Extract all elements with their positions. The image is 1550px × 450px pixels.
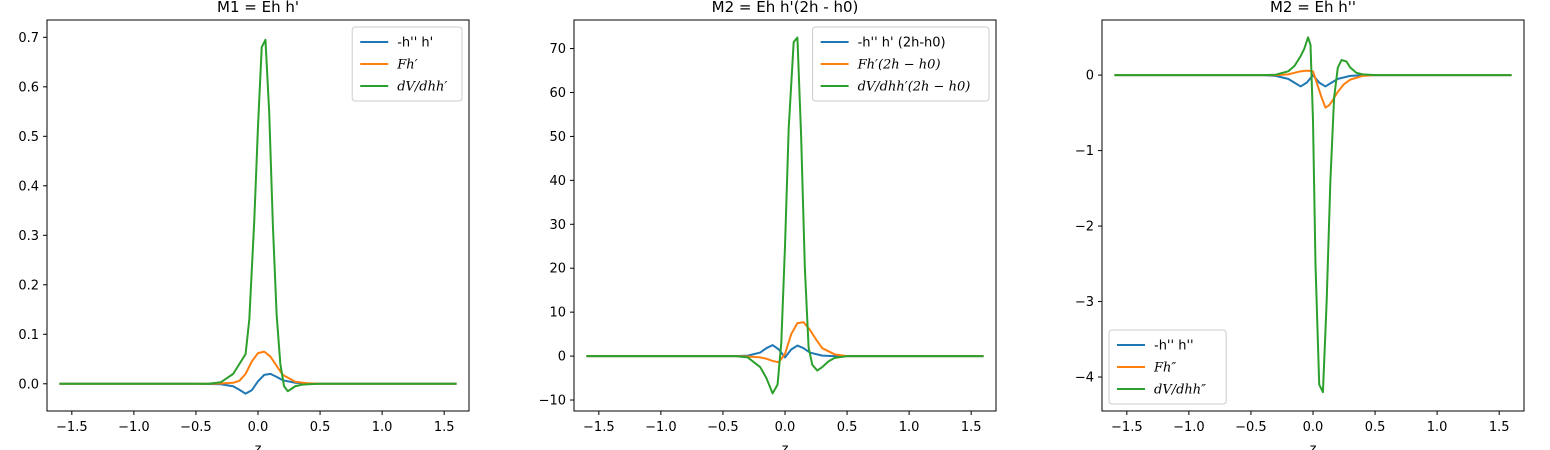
y-tick-label: 20 — [549, 262, 566, 277]
y-tick-label: −2 — [1075, 220, 1094, 235]
x-tick-label: −0.5 — [180, 420, 212, 435]
x-axis-label: z — [255, 442, 262, 450]
legend-box — [351, 26, 463, 102]
y-tick-label: 70 — [549, 42, 566, 57]
legend-label: -h'' h' (2h-h0) — [858, 36, 946, 51]
series-line-3 — [586, 36, 984, 395]
legend-box — [812, 26, 990, 102]
legend-label: dV/dhh″ — [1154, 383, 1206, 398]
x-tick-label: 1.5 — [961, 420, 982, 435]
y-tick-label: 0.0 — [18, 377, 39, 392]
y-tick-label: 0.7 — [18, 31, 39, 46]
chart-title: M2 = Eh h'' — [1270, 0, 1356, 16]
x-tick-label: −1.5 — [1111, 420, 1143, 435]
x-tick-label: 1.0 — [899, 420, 920, 435]
series-line-2 — [59, 350, 457, 385]
x-tick-label: −0.5 — [707, 420, 739, 435]
x-tick-label: −1.0 — [118, 420, 150, 435]
legend-label: Fh′ — [396, 58, 417, 73]
y-tick-label: 0 — [1086, 69, 1094, 84]
series-line-3 — [59, 38, 457, 393]
y-tick-label: −3 — [1075, 295, 1094, 310]
x-tick-label: 1.5 — [434, 420, 455, 435]
legend-box — [1108, 329, 1227, 405]
x-axis-label: z — [782, 442, 789, 450]
x-tick-label: 0.5 — [310, 420, 331, 435]
y-tick-label: −1 — [1075, 144, 1094, 159]
x-tick-label: 0.5 — [837, 420, 858, 435]
x-tick-label: 0.0 — [248, 420, 269, 435]
y-tick-label: 0.3 — [18, 229, 39, 244]
legend: -h'' h'' Fh″ dV/dhh″ — [1108, 329, 1227, 405]
x-tick-label: 0.0 — [1303, 420, 1324, 435]
y-tick-label: 10 — [549, 306, 566, 321]
y-tick-label: −4 — [1075, 371, 1094, 386]
x-axis-label: z — [1310, 442, 1317, 450]
x-tick-label: −1.5 — [56, 420, 88, 435]
chart-panel-2: −1.5 −1.0 −0.5 0.0 0.5 1.0 1.5 −10 0 10 20 30 40 50 60… — [539, 0, 997, 450]
y-tick-label: 0.4 — [18, 179, 39, 194]
legend-label: Fh′(2h − h0) — [857, 58, 941, 73]
y-tick-label: 60 — [549, 86, 566, 101]
series-line-1 — [586, 344, 984, 359]
x-tick-label: 0.0 — [775, 420, 796, 435]
x-tick-label: −1.0 — [1173, 420, 1205, 435]
series-line-3 — [1114, 36, 1512, 394]
chart-panel-1: −1.5 −1.0 −0.5 0.0 0.5 1.0 1.5 0.0 0.1 0.2 0.3 0.4 0… — [18, 0, 470, 450]
x-tick-label: 0.5 — [1365, 420, 1386, 435]
legend-label: -h'' h'' — [1154, 339, 1194, 354]
y-tick-label: 0.2 — [18, 278, 39, 293]
chart-title: M1 = Eh h' — [217, 0, 299, 16]
legend-label: -h'' h' — [397, 36, 433, 51]
y-tick-label: 50 — [549, 130, 566, 145]
x-tick-label: −1.5 — [583, 420, 615, 435]
x-tick-label: 1.5 — [1489, 420, 1510, 435]
y-tick-label: 0.5 — [18, 130, 39, 145]
x-tick-label: −1.0 — [645, 420, 677, 435]
legend: -h'' h' (2h-h0) Fh′(2h − h0) dV/dhh′(2h − … — [812, 26, 990, 102]
x-tick-label: −0.5 — [1235, 420, 1267, 435]
legend-label: Fh″ — [1153, 361, 1176, 376]
x-tick-label: 1.0 — [1427, 420, 1448, 435]
series-line-2 — [1114, 69, 1512, 109]
series-line-1 — [1114, 74, 1512, 88]
legend-label: dV/dhh′ — [397, 80, 447, 95]
y-tick-label: 0.6 — [18, 80, 39, 95]
y-tick-label: 40 — [549, 174, 566, 189]
y-tick-label: 0.1 — [18, 328, 39, 343]
chart-title: M2 = Eh h'(2h - h0) — [712, 0, 859, 16]
y-tick-label: 0 — [558, 350, 566, 365]
legend: -h'' h' Fh′ dV/dhh′ — [351, 26, 463, 102]
y-tick-label: 30 — [549, 218, 566, 233]
series-line-2 — [586, 321, 984, 364]
legend-label: dV/dhh′(2h − h0) — [858, 80, 971, 95]
y-tick-label: −10 — [539, 394, 566, 409]
chart-panel-3: −1.5 −1.0 −0.5 0.0 0.5 1.0 1.5 −4 −3 −2 −1 0 M2 = Eh… — [1075, 0, 1525, 450]
x-tick-label: 1.0 — [372, 420, 393, 435]
